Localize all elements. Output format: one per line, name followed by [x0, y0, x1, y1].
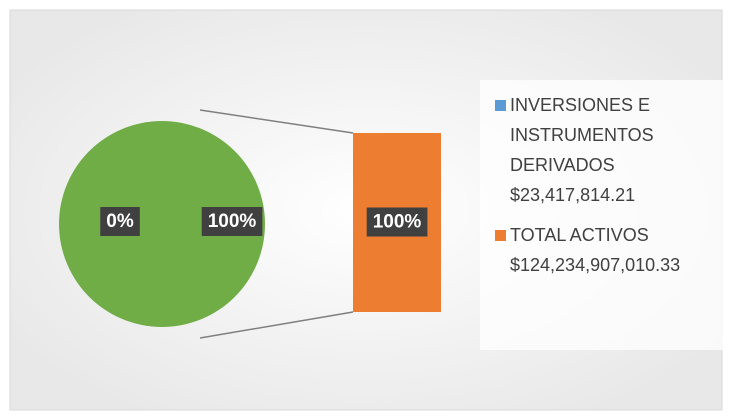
connector — [199, 311, 354, 339]
legend-swatch — [495, 100, 506, 111]
legend-label: TOTAL ACTIVOS $124,234,907,010.33 — [510, 225, 681, 275]
legend-item: INVERSIONES E INSTRUMENTOS DERIVADOS $23… — [480, 90, 710, 210]
legend-item: TOTAL ACTIVOS $124,234,907,010.33 — [480, 220, 710, 280]
legend-label: INVERSIONES E INSTRUMENTOS DERIVADOS $23… — [510, 95, 654, 205]
data-label: 100% — [373, 212, 422, 233]
data-label-box — [100, 207, 140, 237]
data-label: 100% — [208, 211, 257, 232]
pie-slice — [59, 121, 265, 327]
data-label: 0% — [106, 211, 134, 232]
data-label-box — [201, 207, 263, 237]
legend-swatch — [495, 230, 506, 241]
legend: INVERSIONES E INSTRUMENTOS DERIVADOS $23… — [480, 80, 725, 350]
connector — [199, 109, 354, 134]
data-label-box — [366, 207, 428, 237]
